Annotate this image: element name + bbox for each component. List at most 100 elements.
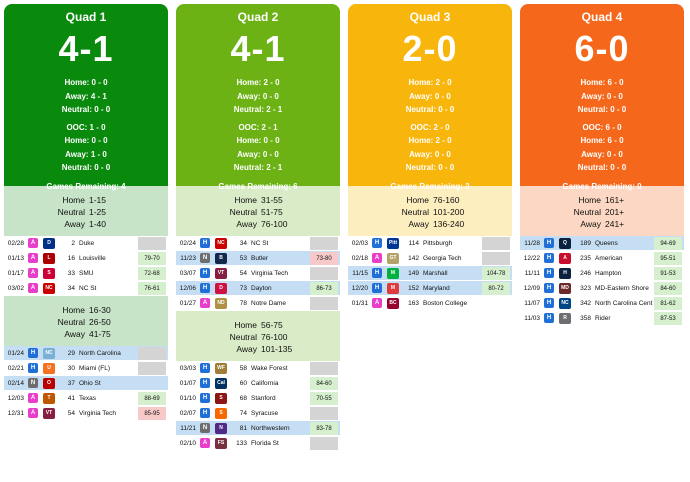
team-name[interactable]: Notre Dame xyxy=(251,299,287,307)
team-name[interactable]: California xyxy=(251,379,279,387)
team-name[interactable]: Texas xyxy=(79,394,96,402)
team-name[interactable]: Georgia Tech xyxy=(423,254,462,262)
record-stat: Home: 2 - 0 xyxy=(408,78,452,87)
game-row[interactable]: 11/23 N B 53 Butler 73-80 xyxy=(176,251,340,266)
game-row[interactable]: 12/03 A T 41 Texas 88-69 xyxy=(4,391,168,406)
team-name[interactable]: Virginia Tech xyxy=(251,269,288,277)
games-list: 01/24 H NC 29 North Carolina 02/21 H U 30 Miami (… xyxy=(4,346,168,421)
game-row[interactable]: 02/24 H NC 34 NC St xyxy=(176,236,340,251)
team-logo-icon: Q xyxy=(559,237,571,249)
game-row[interactable]: 02/14 N O 37 Ohio St xyxy=(4,376,168,391)
record-stat: Home: 6 - 0 xyxy=(580,136,624,145)
game-score: 81-62 xyxy=(654,297,682,310)
team-rank: 189 xyxy=(580,239,591,247)
game-row[interactable]: 11/03 H R 358 Rider 87-53 xyxy=(520,311,684,326)
range-row: Away 136-240 xyxy=(348,218,512,230)
game-row[interactable]: 03/03 H WF 58 Wake Forest xyxy=(176,361,340,376)
games-list: 02/24 H NC 34 NC St 11/23 N B 53 Butler 73-80 03/07… xyxy=(176,236,340,311)
team-name[interactable]: NC St xyxy=(251,239,269,247)
game-row[interactable]: 01/27 A ND 78 Notre Dame xyxy=(176,296,340,311)
team-logo-icon: ND xyxy=(215,297,227,309)
team-name[interactable]: Duke xyxy=(79,239,95,247)
quad-record: 6-0 xyxy=(574,28,630,69)
team-name[interactable]: North Carolina xyxy=(79,349,121,357)
team-logo-icon: NC xyxy=(215,237,227,249)
team-rank: 33 xyxy=(67,269,75,277)
game-row[interactable]: 01/17 A S 33 SMU 72-68 xyxy=(4,266,168,281)
game-row[interactable]: 02/10 A FS 133 Florida St xyxy=(176,436,340,451)
team-logo-icon: MD xyxy=(559,282,571,294)
game-row[interactable]: 01/13 A L 16 Louisville 79-70 xyxy=(4,251,168,266)
record-stat: Away: 1 - 0 xyxy=(65,149,107,159)
team-name[interactable]: Wake Forest xyxy=(251,364,288,372)
team-name[interactable]: Louisville xyxy=(79,254,106,262)
game-row[interactable]: 11/07 H NC 342 North Carolina Cent 81-62 xyxy=(520,296,684,311)
game-date: 12/06 xyxy=(179,284,196,292)
game-row[interactable]: 01/24 H NC 29 North Carolina xyxy=(4,346,168,361)
team-name[interactable]: Butler xyxy=(251,254,268,262)
game-score: 76-61 xyxy=(138,282,166,295)
team-name[interactable]: Miami (FL) xyxy=(79,364,111,372)
record-stat: Home: 6 - 0 xyxy=(580,78,624,87)
game-row[interactable]: 03/07 H VT 54 Virginia Tech xyxy=(176,266,340,281)
game-row[interactable]: 01/07 H Cal 60 California 84-60 xyxy=(176,376,340,391)
game-row[interactable]: 11/15 H M 149 Marshall 104-78 xyxy=(348,266,512,281)
game-row[interactable]: 02/28 A D 2 Duke xyxy=(4,236,168,251)
team-name[interactable]: Hampton xyxy=(595,269,622,277)
game-row[interactable]: 02/21 H U 30 Miami (FL) xyxy=(4,361,168,376)
team-rank: 37 xyxy=(67,379,75,387)
team-name[interactable]: Florida St xyxy=(251,439,279,447)
team-name[interactable]: Marshall xyxy=(423,269,448,277)
quad-record: 4-1 xyxy=(58,28,114,69)
game-score xyxy=(138,347,166,360)
game-row[interactable]: 11/21 N N 81 Northwestern 83-78 xyxy=(176,421,340,436)
game-row[interactable]: 11/11 H H 246 Hampton 91-53 xyxy=(520,266,684,281)
game-date: 02/24 xyxy=(179,239,196,247)
game-row[interactable]: 12/22 H A 235 American 95-51 xyxy=(520,251,684,266)
team-name[interactable]: Syracuse xyxy=(251,409,279,417)
team-name[interactable]: North Carolina Cent xyxy=(595,299,653,307)
range-row: Home 56-75 xyxy=(176,319,340,331)
team-rank: 74 xyxy=(239,409,247,417)
quad-header: Quad 1 4-1 Home: 0 - 0 Away: 4 - 1 Neutral: … xyxy=(4,4,168,191)
game-row[interactable]: 02/07 H S 74 Syracuse xyxy=(176,406,340,421)
team-rank: 34 xyxy=(239,239,247,247)
team-name[interactable]: Rider xyxy=(595,314,611,322)
range-row: Away 241+ xyxy=(520,218,684,230)
game-row[interactable]: 01/10 H S 68 Stanford 70-55 xyxy=(176,391,340,406)
game-row[interactable]: 01/31 A BC 163 Boston College xyxy=(348,296,512,311)
team-rank: 78 xyxy=(239,299,247,307)
team-name[interactable]: Virginia Tech xyxy=(79,409,116,417)
game-score: 104-78 xyxy=(482,267,510,280)
games-remaining: Games Remaining: 4 xyxy=(46,181,126,191)
team-name[interactable]: MD-Eastern Shore xyxy=(595,284,649,292)
game-date: 11/28 xyxy=(524,239,540,247)
team-name[interactable]: American xyxy=(595,254,623,262)
game-row[interactable]: 11/28 H Q 189 Queens 94-69 xyxy=(520,236,684,251)
team-name[interactable]: Northwestern xyxy=(251,424,290,432)
game-row[interactable]: 12/31 A VT 54 Virginia Tech 85-95 xyxy=(4,406,168,421)
record-stat: Away: 0 - 0 xyxy=(409,149,451,159)
game-date: 12/22 xyxy=(523,254,540,262)
game-date: 03/02 xyxy=(7,284,24,292)
game-date: 02/14 xyxy=(7,379,24,387)
team-name[interactable]: Ohio St xyxy=(79,379,101,387)
team-name[interactable]: Boston College xyxy=(423,299,468,307)
game-score: 73-80 xyxy=(310,252,338,265)
team-name[interactable]: NC St xyxy=(79,284,97,292)
team-name[interactable]: Pittsburgh xyxy=(423,239,453,247)
location-badge: H xyxy=(544,298,554,308)
game-row[interactable]: 03/02 A NC 34 NC St 76-61 xyxy=(4,281,168,296)
game-row[interactable]: 12/06 H D 73 Dayton 86-73 xyxy=(176,281,340,296)
game-row[interactable]: 12/09 H MD 323 MD-Eastern Shore 84-60 xyxy=(520,281,684,296)
team-name[interactable]: Dayton xyxy=(251,284,272,292)
game-row[interactable]: 02/03 H Pitt 114 Pittsburgh xyxy=(348,236,512,251)
game-row[interactable]: 02/18 A GT 142 Georgia Tech xyxy=(348,251,512,266)
record-stat: Neutral: 2 - 1 xyxy=(233,105,283,114)
team-name[interactable]: Queens xyxy=(595,239,618,247)
quad-header: Quad 2 4-1 Home: 2 - 0 Away: 0 - 0 Neutral: … xyxy=(176,4,340,191)
game-row[interactable]: 12/20 H M 152 Maryland 80-72 xyxy=(348,281,512,296)
team-name[interactable]: Stanford xyxy=(251,394,276,402)
team-name[interactable]: Maryland xyxy=(423,284,450,292)
team-name[interactable]: SMU xyxy=(79,269,94,277)
